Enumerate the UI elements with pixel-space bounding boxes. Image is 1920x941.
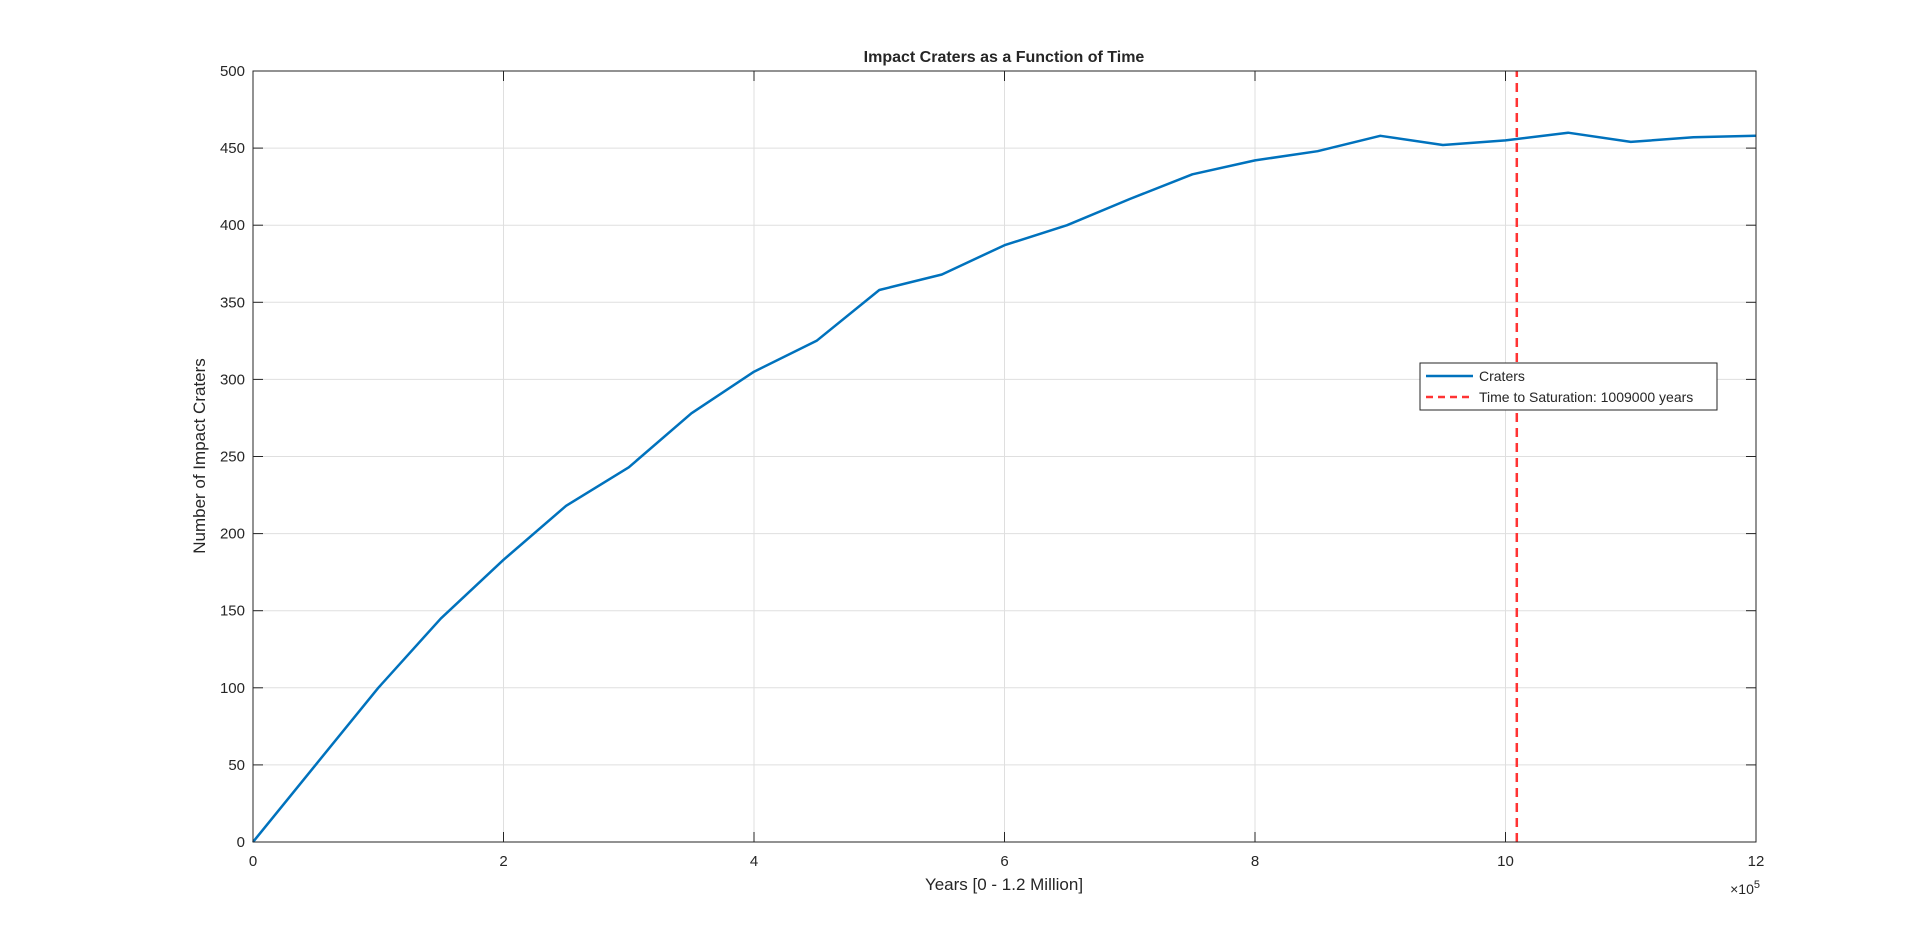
x-tick-label: 12 [1748,853,1765,870]
series-lines [252,71,1757,843]
x-axis-exponent-base: ×10 [1730,881,1754,897]
x-axis-label: Years [0 - 1.2 Million] [925,875,1083,894]
x-tick-label: 2 [499,853,507,870]
y-tick-label: 100 [220,680,245,697]
x-axis-exponent-power: 5 [1754,879,1760,891]
x-tick-label: 6 [1000,853,1008,870]
series-line-craters [252,131,1757,843]
y-tick-label: 500 [220,63,245,80]
y-tick-label: 200 [220,526,245,543]
y-tick-label: 150 [220,603,245,620]
axis-ticks: 0 2 4 6 8 10 12 0 50 100 150 200 250 300 350 400 450 500 [220,63,1764,870]
legend-label-craters: Craters [1479,368,1525,384]
x-axis-exponent: ×105 [1730,879,1760,897]
legend: Craters Time to Saturation: 1009000 year… [1419,362,1718,411]
x-tick-label: 8 [1251,853,1259,870]
y-tick-label: 0 [237,834,245,851]
chart-title: Impact Craters as a Function of Time [864,49,1145,66]
y-tick-label: 50 [228,757,245,774]
y-axis-label: Number of Impact Craters [190,358,209,554]
y-tick-label: 450 [220,140,245,157]
x-tick-label: 4 [750,853,758,870]
y-tick-label: 350 [220,294,245,311]
x-tick-label: 0 [249,853,257,870]
y-tick-label: 400 [220,217,245,234]
x-tick-label: 10 [1497,853,1514,870]
legend-box [1419,362,1718,411]
y-tick-label: 300 [220,371,245,388]
legend-label-saturation: Time to Saturation: 1009000 years [1479,389,1693,405]
y-tick-label: 250 [220,449,245,466]
